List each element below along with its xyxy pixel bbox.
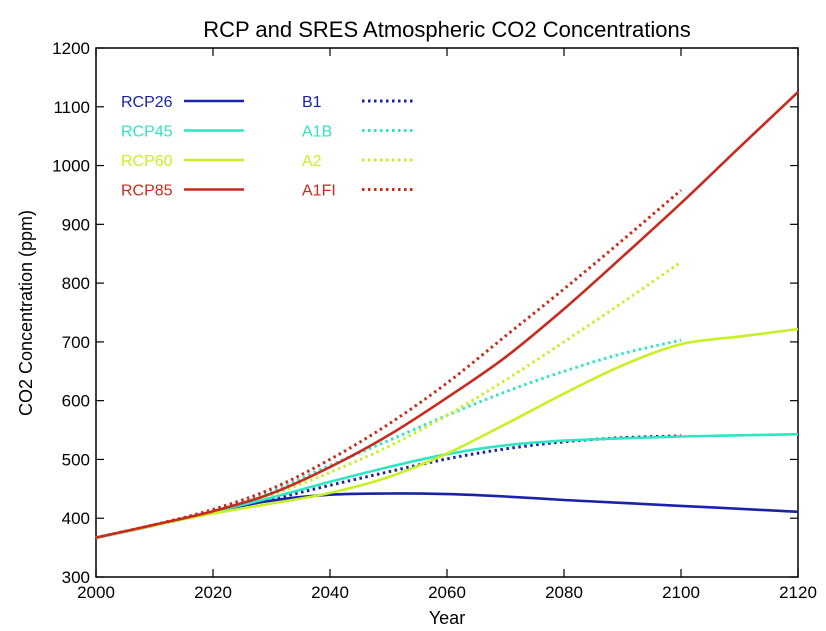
series-line-rcp60 (95, 327, 799, 539)
series-line-rcp45 (95, 432, 799, 539)
y-axis: 300 400 500 600 700 800 900 1000 1100 1200 (52, 39, 798, 587)
x-tick-label: 2120 (779, 583, 817, 602)
legend-label-a2: A2 (302, 153, 322, 170)
chart-title: RCP and SRES Atmospheric CO2 Concentrati… (203, 17, 691, 42)
y-tick-label: 1000 (52, 157, 90, 176)
legend-label-rcp60: RCP60 (121, 153, 173, 170)
series-line-rcp85 (95, 91, 799, 539)
y-axis-label: CO2 Concentration (ppm) (16, 210, 36, 416)
series-layer (95, 91, 799, 540)
x-axis-label: Year (429, 608, 465, 628)
x-tick-label: 2080 (545, 583, 583, 602)
y-tick-label: 900 (62, 215, 90, 234)
x-tick-label: 2040 (311, 583, 349, 602)
y-tick-label: 1100 (53, 98, 90, 117)
legend-label-rcp85: RCP85 (121, 183, 173, 200)
y-tick-label: 700 (62, 333, 90, 352)
series-line-a2 (95, 260, 682, 540)
series-line-a1fi (95, 189, 682, 540)
legend-label-b1: B1 (302, 94, 322, 111)
series-line-b1 (95, 434, 682, 540)
y-tick-label: 400 (62, 509, 90, 528)
x-tick-label: 2020 (194, 583, 232, 602)
legend-label-rcp45: RCP45 (121, 124, 173, 141)
x-tick-label: 2000 (77, 583, 115, 602)
legend-label-rcp26: RCP26 (121, 94, 173, 111)
y-tick-label: 1200 (52, 39, 90, 58)
y-tick-label: 800 (62, 274, 90, 293)
legend-label-a1b: A1B (302, 124, 332, 141)
y-tick-label: 500 (62, 450, 90, 469)
plot-frame (95, 47, 799, 578)
legend-label-a1fi: A1FI (302, 183, 336, 200)
y-tick-label: 300 (62, 568, 90, 587)
legend: RCP26 RCP45 RCP60 RCP85 B1 A1B A2 A1FI (121, 94, 414, 200)
x-tick-label: 2100 (662, 583, 700, 602)
y-tick-label: 600 (62, 392, 90, 411)
x-tick-label: 2060 (428, 583, 466, 602)
x-axis: 2000 2020 2040 2060 2080 2100 2120 (77, 48, 817, 602)
